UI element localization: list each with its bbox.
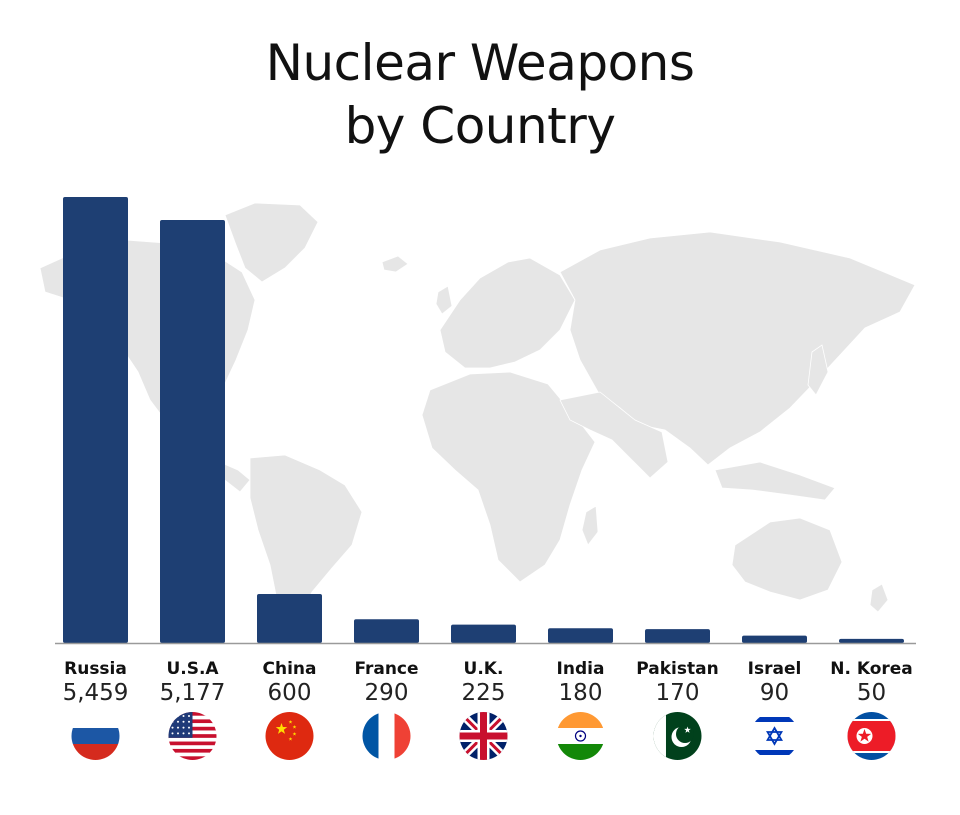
asia-shape: [559, 231, 916, 466]
bar-pakistan: [645, 629, 710, 643]
bar-israel: [742, 635, 807, 643]
bars-group: [63, 197, 904, 644]
value-label-france: 290: [365, 680, 409, 706]
europe-shape: [439, 257, 576, 369]
chart-title-line-1: Nuclear Weapons: [265, 34, 695, 92]
value-label-pakistan: 170: [656, 680, 700, 706]
category-label-pakistan: Pakistan: [636, 659, 718, 679]
pakistan-flag: [653, 712, 702, 760]
russia-flag: [71, 712, 120, 760]
india-flag: [556, 712, 605, 760]
value-label-n-korea: 50: [857, 680, 886, 706]
category-label-u-s-a: U.S.A: [166, 659, 219, 679]
category-label-russia: Russia: [64, 659, 127, 679]
chart-title-line-2: by Country: [344, 97, 616, 155]
category-labels-group: Russia U.S.A China France U.K. India Pakistan I…: [64, 659, 913, 679]
south-asia-shape: [559, 391, 669, 479]
category-label-france: France: [354, 659, 418, 679]
uk-flag: [459, 712, 508, 760]
category-label-india: India: [557, 659, 605, 679]
new-zealand-shape: [869, 583, 889, 613]
china-flag: [265, 712, 314, 760]
bar-russia: [63, 197, 128, 643]
category-label-israel: Israel: [748, 659, 802, 679]
british-isles-shape: [435, 285, 453, 315]
iceland-shape: [381, 255, 409, 273]
value-label-u-s-a: 5,177: [160, 680, 226, 706]
category-label-u-k: U.K.: [464, 659, 504, 679]
north-korea-flag: [847, 712, 896, 760]
category-label-n-korea: N. Korea: [830, 659, 913, 679]
israel-flag: [750, 712, 799, 760]
value-label-india: 180: [559, 680, 603, 706]
flags-group: [71, 712, 896, 760]
category-label-china: China: [263, 659, 317, 679]
value-label-israel: 90: [760, 680, 789, 706]
france-flag: [362, 712, 411, 760]
madagascar-shape: [581, 505, 599, 546]
africa-shape: [421, 371, 596, 583]
bar-u-k: [451, 624, 516, 643]
value-label-u-k: 225: [462, 680, 506, 706]
value-label-china: 600: [268, 680, 312, 706]
value-label-russia: 5,459: [63, 680, 129, 706]
usa-flag: [168, 712, 217, 760]
bar-india: [548, 628, 613, 643]
value-labels-group: 5,459 5,177 600 290 225 180 170 90 50: [63, 680, 887, 706]
bar-u-s-a: [160, 220, 225, 644]
japan-shape: [807, 344, 829, 396]
bar-n-korea: [839, 638, 904, 643]
chart-title: Nuclear Weapons by Country: [0, 32, 960, 158]
greenland-shape: [224, 202, 319, 283]
australia-shape: [731, 517, 843, 601]
bar-china: [257, 593, 322, 643]
southeast-asia-islands-shape: [714, 461, 836, 501]
bar-france: [354, 619, 419, 643]
